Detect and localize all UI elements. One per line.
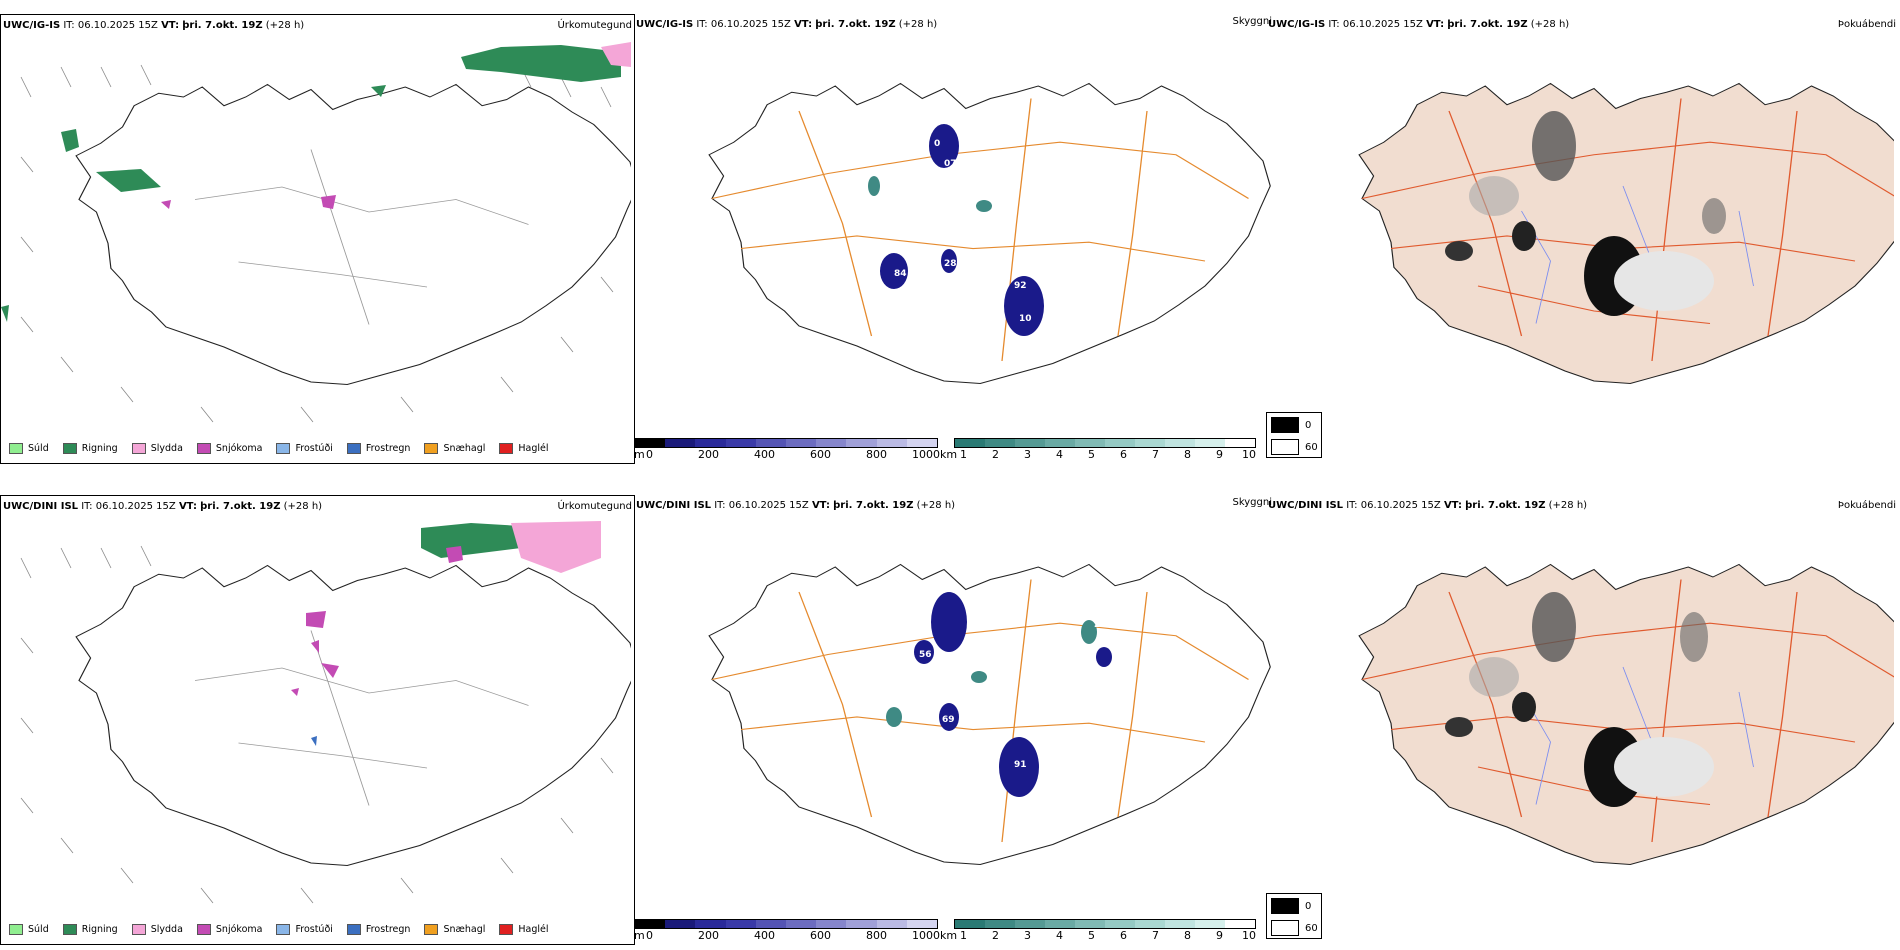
fog-panel-row1: UWC/IG-IS IT: 06.10.2025 15Z VT: þri. 7.…: [1264, 14, 1900, 462]
fog-map: [1358, 82, 1894, 385]
panel-header: UWC/DINI ISL IT: 06.10.2025 15Z VT: þri.…: [3, 501, 323, 512]
legend-item-frostudi: Frostúði: [276, 443, 333, 454]
legend-item-frostregn: Frostregn: [346, 924, 410, 935]
visibility-colorbar: [954, 919, 1256, 929]
legend-item-snjokoma: Snjókoma: [196, 443, 262, 454]
cloud-base-colorbar: [634, 919, 938, 929]
map-label: 91: [1014, 760, 1027, 770]
legend-item-frostregn: Frostregn: [346, 443, 410, 454]
panel-title: Þokuábendi: [1837, 500, 1896, 511]
map-label: 69: [942, 715, 955, 725]
legend-item-snaehagl: Snæhagl: [424, 443, 485, 454]
panel-title: Úrkomutegund: [557, 20, 632, 31]
map-label: 75: [954, 650, 967, 660]
fog-legend: 0 60: [1266, 412, 1322, 458]
panel-title: Skyggni: [1232, 16, 1272, 27]
precip-map: [20, 521, 631, 904]
visibility-map: 56 75 69 91 34 2: [708, 563, 1271, 866]
legend-item-frostudi: Frostúði: [276, 924, 333, 935]
visibility-map: 0 07 96 84 28 92 10: [708, 82, 1271, 385]
cloud-base-colorbar: [634, 438, 938, 448]
map-label: 10: [1019, 314, 1032, 324]
panel-header: UWC/DINI ISL IT: 06.10.2025 15Z VT: þri.…: [636, 500, 956, 511]
map-label: 28: [944, 259, 957, 269]
map-label: 96: [939, 189, 952, 199]
legend-item-haglel: Haglél: [499, 443, 549, 454]
fog-map: [1358, 563, 1894, 866]
map-label: 2: [1094, 620, 1100, 630]
legend-item-slydda: Slydda: [131, 924, 183, 935]
legend-item-sudd: Súld: [9, 924, 49, 935]
visibility-panel-row1: UWC/IG-IS IT: 06.10.2025 15Z VT: þri. 7.…: [634, 16, 1272, 461]
map-label: 92: [1014, 281, 1027, 291]
map-label: 56: [919, 650, 932, 660]
fog-panel-row2: UWC/DINI ISL IT: 06.10.2025 15Z VT: þri.…: [1264, 495, 1900, 943]
map-label: 0: [934, 139, 940, 149]
legend-item-sudd: Súld: [9, 443, 49, 454]
legend-item-snaehagl: Snæhagl: [424, 924, 485, 935]
precip-panel-row2: UWC/DINI ISL IT: 06.10.2025 15Z VT: þri.…: [0, 495, 635, 945]
legend-item-snjokoma: Snjókoma: [196, 924, 262, 935]
panel-title: Úrkomutegund: [557, 501, 632, 512]
legend-item-rigning: Rigning: [62, 924, 118, 935]
panel-header: UWC/IG-IS IT: 06.10.2025 15Z VT: þri. 7.…: [1268, 19, 1570, 30]
legend-item-haglel: Haglél: [499, 924, 549, 935]
legend-item-slydda: Slydda: [131, 443, 183, 454]
panel-header: UWC/IG-IS IT: 06.10.2025 15Z VT: þri. 7.…: [636, 19, 938, 30]
panel-header: UWC/DINI ISL IT: 06.10.2025 15Z VT: þri.…: [1268, 500, 1588, 511]
map-label: 07: [944, 159, 957, 169]
legend-item-rigning: Rigning: [62, 443, 118, 454]
map-label: 84: [894, 269, 907, 279]
map-label: 34: [1049, 685, 1062, 695]
panel-header: UWC/IG-IS IT: 06.10.2025 15Z VT: þri. 7.…: [3, 20, 305, 31]
visibility-panel-row2: UWC/DINI ISL IT: 06.10.2025 15Z VT: þri.…: [634, 497, 1272, 942]
wind-barbs: [20, 64, 614, 423]
panel-title: Skyggni: [1232, 497, 1272, 508]
precip-legend: Súld Rigning Slydda Snjókoma Frostúði Fr…: [9, 443, 563, 454]
panel-title: Þokuábendi: [1837, 19, 1896, 30]
fog-legend: 0 60: [1266, 893, 1322, 939]
visibility-colorbar: [954, 438, 1256, 448]
precip-panel-row1: UWC/IG-IS IT: 06.10.2025 15Z VT: þri. 7.…: [0, 14, 635, 464]
precip-legend: Súld Rigning Slydda Snjókoma Frostúði Fr…: [9, 924, 563, 935]
precip-map: [1, 42, 631, 423]
